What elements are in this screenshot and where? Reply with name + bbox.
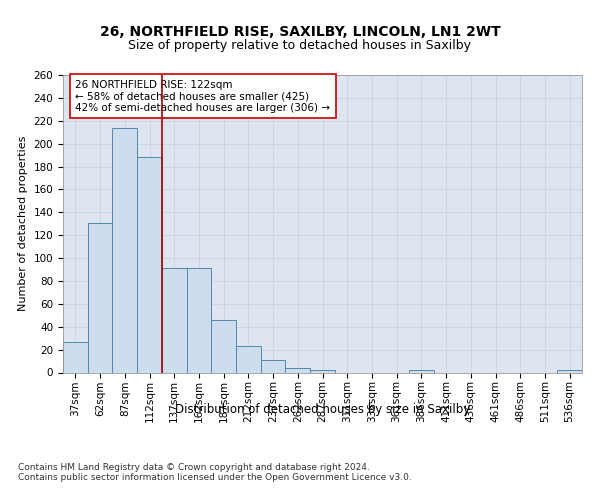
Bar [211, 320, 236, 372]
Bar [187, 268, 211, 372]
Y-axis label: Number of detached properties: Number of detached properties [18, 136, 28, 312]
Bar [310, 370, 335, 372]
Bar [236, 346, 261, 372]
Text: Contains HM Land Registry data © Crown copyright and database right 2024.
Contai: Contains HM Land Registry data © Crown c… [18, 462, 412, 482]
Bar [112, 128, 137, 372]
Text: 26, NORTHFIELD RISE, SAXILBY, LINCOLN, LN1 2WT: 26, NORTHFIELD RISE, SAXILBY, LINCOLN, L… [100, 26, 500, 40]
Bar [162, 268, 187, 372]
Text: Distribution of detached houses by size in Saxilby: Distribution of detached houses by size … [175, 402, 470, 415]
Bar [88, 222, 112, 372]
Text: Size of property relative to detached houses in Saxilby: Size of property relative to detached ho… [128, 40, 472, 52]
Bar [137, 158, 162, 372]
Bar [409, 370, 434, 372]
Bar [557, 370, 582, 372]
Text: 26 NORTHFIELD RISE: 122sqm
← 58% of detached houses are smaller (425)
42% of sem: 26 NORTHFIELD RISE: 122sqm ← 58% of deta… [76, 80, 331, 113]
Bar [63, 342, 88, 372]
Bar [286, 368, 310, 372]
Bar [261, 360, 286, 372]
